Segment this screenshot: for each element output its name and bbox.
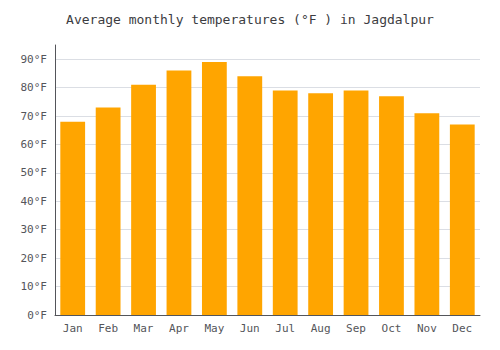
svg-text:30°F: 30°F [21, 223, 48, 236]
svg-text:Feb: Feb [98, 322, 118, 335]
svg-text:Sep: Sep [346, 322, 366, 335]
svg-text:70°F: 70°F [21, 110, 48, 123]
svg-text:40°F: 40°F [21, 195, 48, 208]
svg-text:Jun: Jun [240, 322, 260, 335]
svg-text:10°F: 10°F [21, 280, 48, 293]
svg-text:Oct: Oct [382, 322, 402, 335]
svg-text:90°F: 90°F [21, 53, 48, 66]
svg-text:60°F: 60°F [21, 138, 48, 151]
svg-text:Dec: Dec [452, 322, 472, 335]
svg-text:May: May [204, 322, 224, 335]
svg-text:Jul: Jul [275, 322, 295, 335]
svg-text:Nov: Nov [417, 322, 437, 335]
svg-text:20°F: 20°F [21, 252, 48, 265]
svg-text:Mar: Mar [134, 322, 154, 335]
svg-text:50°F: 50°F [21, 166, 48, 179]
svg-text:Apr: Apr [169, 322, 189, 335]
svg-text:0°F: 0°F [27, 309, 47, 322]
svg-text:Jan: Jan [63, 322, 83, 335]
svg-text:Average monthly temperatures (: Average monthly temperatures (°F ) in Ja… [66, 12, 434, 27]
svg-text:Aug: Aug [311, 322, 331, 335]
svg-text:80°F: 80°F [21, 81, 48, 94]
